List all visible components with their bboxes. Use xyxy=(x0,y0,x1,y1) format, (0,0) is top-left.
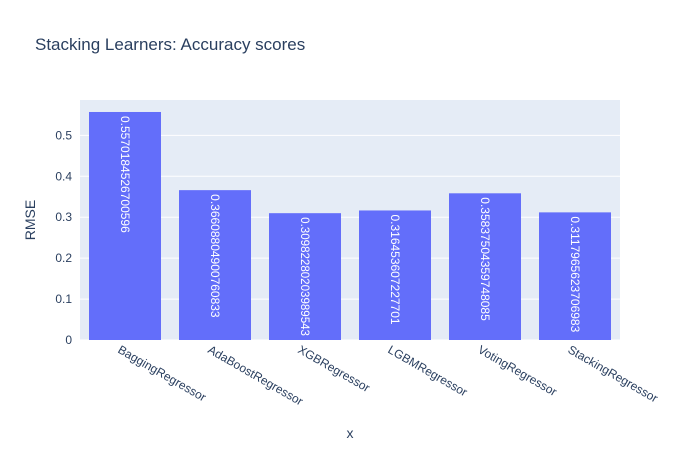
x-tick-label: AdaBoostRegressor xyxy=(206,342,306,408)
chart-title: Stacking Learners: Accuracy scores xyxy=(35,35,305,54)
y-tick-label: 0.5 xyxy=(55,128,72,142)
y-tick-label: 0.2 xyxy=(55,251,72,265)
value-label: 0.3117965623706983 xyxy=(568,216,582,332)
y-tick-label: 0 xyxy=(65,333,72,347)
value-label: 0.30982280203989543 xyxy=(298,217,310,336)
x-tick-label: VotingRegressor xyxy=(476,342,560,398)
bar xyxy=(179,190,251,340)
bar xyxy=(269,213,341,340)
value-label: 0.316453607227701 xyxy=(388,214,402,324)
x-tick-label: BaggingRegressor xyxy=(116,342,209,404)
value-label: 0.36608804900760833 xyxy=(208,194,222,318)
value-label: 0.35837504359748085 xyxy=(478,197,492,321)
x-tick-label: XGBRegressor xyxy=(296,342,373,394)
plot-area xyxy=(80,100,620,340)
bar xyxy=(539,212,611,340)
bar xyxy=(89,111,161,341)
bar xyxy=(359,210,431,340)
y-axis-title: RMSE xyxy=(22,200,38,240)
x-axis-title: x xyxy=(347,425,354,441)
y-tick-label: 0.4 xyxy=(55,169,72,183)
value-label: 0.5570184526700596 xyxy=(118,116,132,233)
bar xyxy=(449,193,521,340)
x-tick-label: StackingRegressor xyxy=(566,342,661,405)
y-tick-label: 0.3 xyxy=(55,210,72,224)
y-tick-label: 0.1 xyxy=(55,292,72,306)
x-tick-label: LGBMRegressor xyxy=(386,342,470,399)
